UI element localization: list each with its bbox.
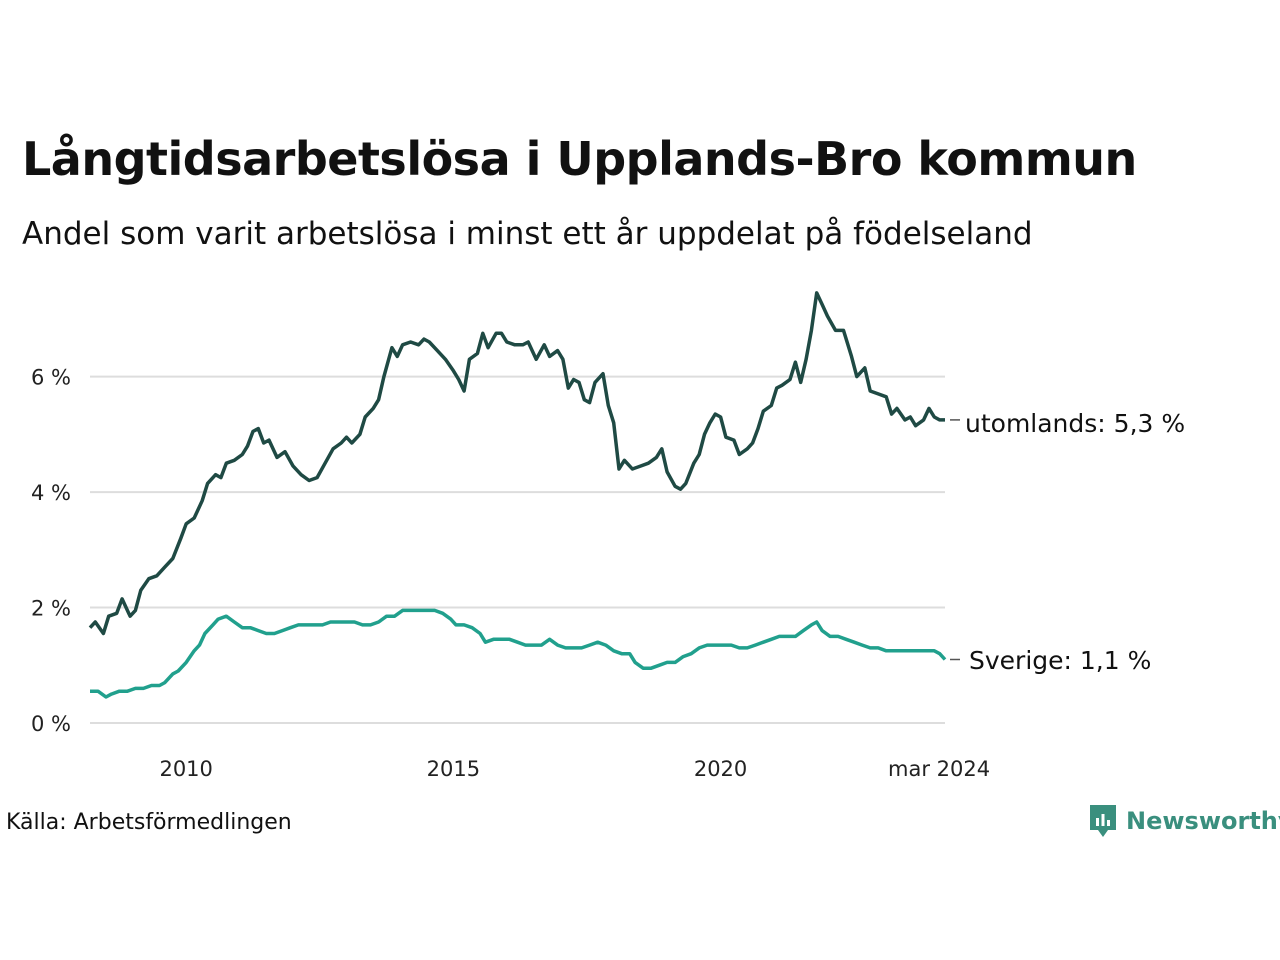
brand-name: Newsworthy xyxy=(1126,807,1280,835)
gridlines xyxy=(90,375,945,724)
x-tick-label: mar 2024 xyxy=(888,757,990,781)
y-tick-label: 6 % xyxy=(31,366,71,390)
x-tick-label: 2020 xyxy=(694,757,747,781)
source-note: Källa: Arbetsförmedlingen xyxy=(6,810,292,835)
newsworthy-logo-icon xyxy=(1090,805,1116,837)
y-tick-label: 0 % xyxy=(31,712,71,736)
x-tick-label: 2010 xyxy=(159,757,212,781)
x-tick-label: 2015 xyxy=(427,757,480,781)
series-end-label: utomlands: 5,3 % xyxy=(965,409,1185,438)
series-line-sverige xyxy=(90,608,947,699)
series-line-utomlands xyxy=(88,291,945,636)
y-tick-label: 2 % xyxy=(31,597,71,621)
series-end-label: Sverige: 1,1 % xyxy=(969,646,1151,675)
chart-title: Långtidsarbetslösa i Upplands-Bro kommun xyxy=(22,132,1137,186)
series-lines xyxy=(88,291,947,699)
y-tick-label: 4 % xyxy=(31,481,71,505)
end-labels: utomlands: 5,3 % Sverige: 1,1 % xyxy=(950,409,1185,675)
x-axis-ticks: 2010 2015 2020 mar 2024 xyxy=(159,757,990,781)
brand-logo[interactable]: Newsworthy xyxy=(1088,803,1280,839)
chart-subtitle: Andel som varit arbetslösa i minst ett å… xyxy=(22,216,1033,252)
y-axis-ticks: 0 % 2 % 4 % 6 % xyxy=(31,366,71,736)
